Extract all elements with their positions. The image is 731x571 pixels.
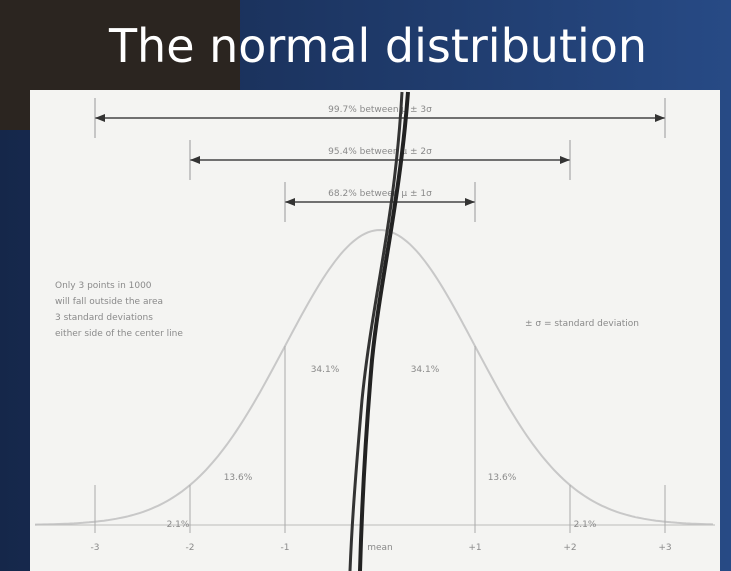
note-line: either side of the center line: [55, 329, 183, 339]
area-label: 2.1%: [167, 520, 190, 530]
axis-label: +2: [563, 543, 576, 553]
area-label: 2.1%: [574, 520, 597, 530]
range-label: 68.2% between μ ± 1σ: [328, 189, 432, 199]
axis-label: +1: [468, 543, 481, 553]
slide-photo: The normal distribution 99.7% between μ …: [0, 0, 731, 571]
note-line: will fall outside the area: [55, 297, 163, 307]
area-label: 34.1%: [411, 365, 440, 375]
area-label: 13.6%: [488, 473, 517, 483]
range-label: 99.7% between μ ± 3σ: [328, 105, 432, 115]
axis-label: -3: [91, 543, 100, 553]
note-line: Only 3 points in 1000: [55, 281, 152, 291]
axis-label: mean: [367, 543, 393, 553]
axis-label: -2: [186, 543, 195, 553]
slide-title: The normal distribution: [108, 19, 647, 73]
range-label: 95.4% between μ ± 2σ: [328, 147, 432, 157]
area-label: 34.1%: [311, 365, 340, 375]
axis-label: -1: [281, 543, 290, 553]
axis-label: +3: [658, 543, 671, 553]
legend-note: ± σ = standard deviation: [525, 319, 639, 329]
area-label: 13.6%: [224, 473, 253, 483]
page: The normal distribution 99.7% between μ …: [0, 0, 731, 571]
note-line: 3 standard deviations: [55, 313, 153, 323]
